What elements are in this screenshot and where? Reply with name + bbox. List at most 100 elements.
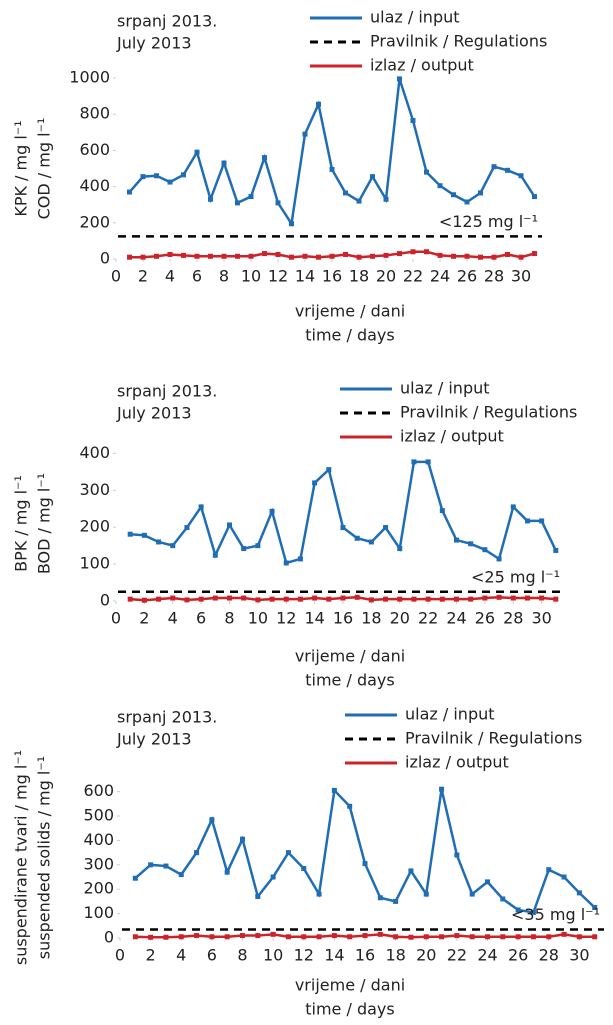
data-point: [326, 467, 332, 473]
x-tick-label: 18: [385, 946, 405, 965]
x-tick-label: 16: [333, 609, 353, 628]
data-point: [302, 253, 308, 259]
data-point: [343, 251, 348, 257]
x-tick-label: 24: [446, 609, 466, 628]
data-point: [454, 596, 459, 602]
data-point: [255, 933, 261, 939]
data-point: [539, 518, 545, 524]
data-point: [241, 546, 247, 552]
data-point: [383, 596, 389, 602]
y-tick-label: 800: [79, 104, 110, 123]
data-point: [194, 149, 200, 155]
x-tick-label: 20: [416, 946, 436, 965]
data-point: [316, 101, 321, 107]
x-axis-label: vrijeme / dani: [295, 647, 405, 666]
data-point: [530, 909, 536, 915]
data-point: [156, 539, 162, 545]
data-point: [285, 934, 291, 940]
y-tick-label: 300: [83, 854, 114, 873]
x-tick-label: 30: [531, 609, 551, 628]
data-point: [454, 537, 459, 543]
data-point: [383, 196, 389, 202]
data-point: [170, 543, 176, 549]
chart: srpanj 2013. July 2013 suspendirane tvari …: [12, 705, 604, 1019]
data-point: [553, 547, 559, 553]
data-point: [198, 596, 204, 602]
data-point: [437, 183, 443, 189]
legend-label: ulaz / input: [370, 8, 460, 27]
data-point: [464, 253, 470, 259]
data-point: [439, 508, 445, 514]
x-tick-label: 28: [484, 267, 504, 286]
data-point: [485, 934, 490, 940]
x-tick-label: 14: [304, 609, 324, 628]
data-point: [154, 253, 159, 259]
x-tick-label: 26: [475, 609, 495, 628]
y-tick-label: 200: [79, 212, 110, 231]
data-point: [425, 459, 431, 465]
x-tick-label: 4: [176, 946, 186, 965]
data-point: [362, 933, 368, 939]
data-point: [248, 253, 254, 259]
data-point: [478, 190, 483, 196]
data-point: [482, 595, 488, 601]
data-point: [148, 934, 154, 940]
data-point: [515, 907, 521, 913]
data-point: [181, 172, 186, 178]
data-point: [515, 934, 521, 940]
data-point: [468, 596, 474, 602]
data-point: [297, 556, 303, 562]
data-point: [240, 836, 245, 842]
data-point: [163, 863, 169, 869]
data-point: [194, 253, 200, 259]
x-tick-label: 8: [237, 946, 247, 965]
series-line: [134, 787, 596, 914]
data-point: [500, 896, 506, 902]
data-point: [370, 253, 375, 259]
data-point: [451, 192, 456, 198]
data-point: [356, 198, 362, 204]
data-point: [410, 249, 416, 255]
x-tick-label: 20: [376, 267, 396, 286]
chart-title: srpanj 2013.: [117, 708, 217, 727]
data-point: [262, 251, 267, 257]
data-point: [340, 525, 346, 531]
x-tick-label: 6: [196, 609, 206, 628]
data-point: [301, 865, 307, 871]
legend-label: ulaz / input: [405, 705, 495, 724]
y-tick-label: 300: [79, 480, 110, 499]
data-point: [377, 895, 383, 901]
data-point: [140, 174, 146, 180]
data-point: [212, 552, 218, 558]
x-tick-label: 16: [322, 267, 342, 286]
data-point: [209, 817, 215, 823]
x-tick-label: 12: [268, 267, 288, 286]
series-line: [130, 460, 557, 565]
x-tick-label: 24: [477, 946, 497, 965]
x-tick-label: 2: [146, 946, 156, 965]
data-point: [331, 787, 337, 793]
x-tick-label: 16: [355, 946, 375, 965]
data-point: [424, 249, 429, 255]
y-axis-label: COD / mg l⁻¹: [35, 118, 54, 220]
data-point: [469, 891, 475, 897]
legend-label: Pravilnik / Regulations: [400, 403, 577, 422]
data-point: [356, 254, 362, 260]
chart-title: July 2013: [116, 730, 192, 749]
data-point: [505, 167, 510, 173]
data-point: [592, 934, 598, 940]
data-point: [269, 508, 275, 514]
legend-label: ulaz / input: [400, 379, 490, 398]
data-point: [224, 869, 230, 875]
y-axis-label: suspended solids / mg l⁻¹: [35, 756, 54, 959]
data-point: [411, 459, 417, 465]
y-tick-label: 100: [83, 903, 114, 922]
x-tick-label: 30: [511, 267, 531, 286]
y-tick-label: 200: [79, 517, 110, 536]
data-point: [518, 173, 524, 179]
y-tick-label: 400: [83, 830, 114, 849]
y-tick-label: 500: [83, 806, 114, 825]
data-point: [411, 596, 417, 602]
data-point: [464, 199, 470, 205]
